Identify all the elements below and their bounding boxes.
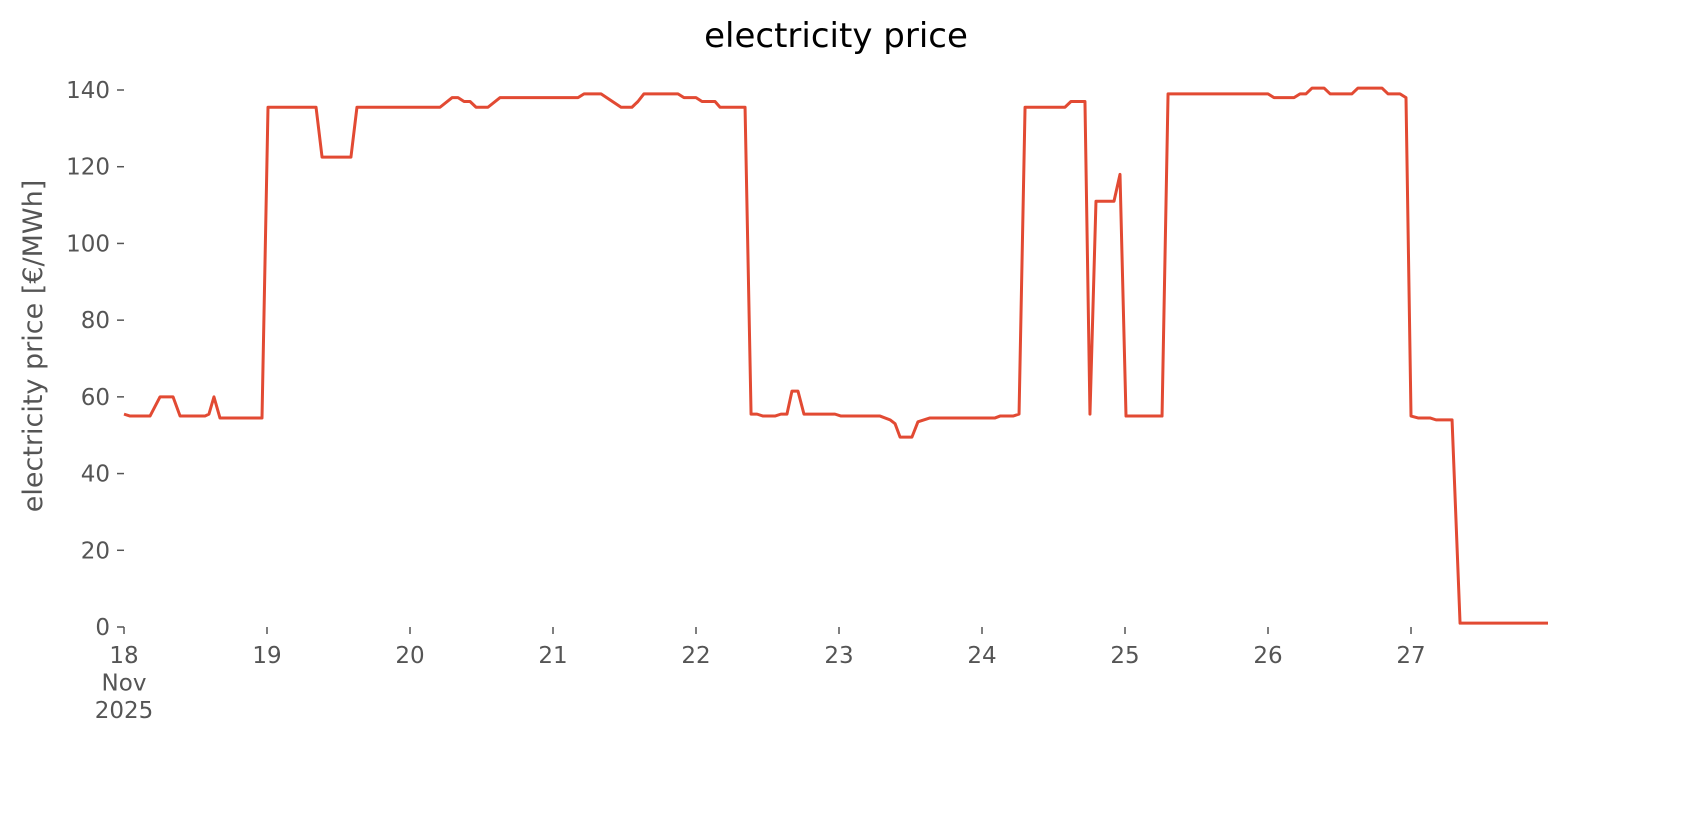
x-tick-label: 20 [395,643,424,669]
chart-title: electricity price [704,16,968,56]
x-tick-label: 27 [1396,643,1425,669]
y-tick-label: 100 [66,231,110,257]
x-tick-label: 19 [252,643,281,669]
line [123,86,1548,625]
x-tick-label: 26 [1253,643,1282,669]
y-axis-label: electricity price [€/MWh] [18,180,49,512]
x-tick-label: 18 Nov 2025 [95,643,154,724]
y-tick-label: 80 [81,308,110,334]
x-tick-label: 23 [824,643,853,669]
x-tick-label: 24 [967,643,996,669]
y-tick-label: 20 [81,538,110,564]
y-tick-label: 0 [95,615,110,641]
x-tick-label: 25 [1110,643,1139,669]
y-tick-label: 60 [81,385,110,411]
x-tick-label: 21 [538,643,567,669]
y-tick-label: 120 [66,155,110,181]
y-tick-label: 140 [66,78,110,104]
y-tick-label: 40 [81,462,110,488]
x-tick-label: 22 [681,643,710,669]
